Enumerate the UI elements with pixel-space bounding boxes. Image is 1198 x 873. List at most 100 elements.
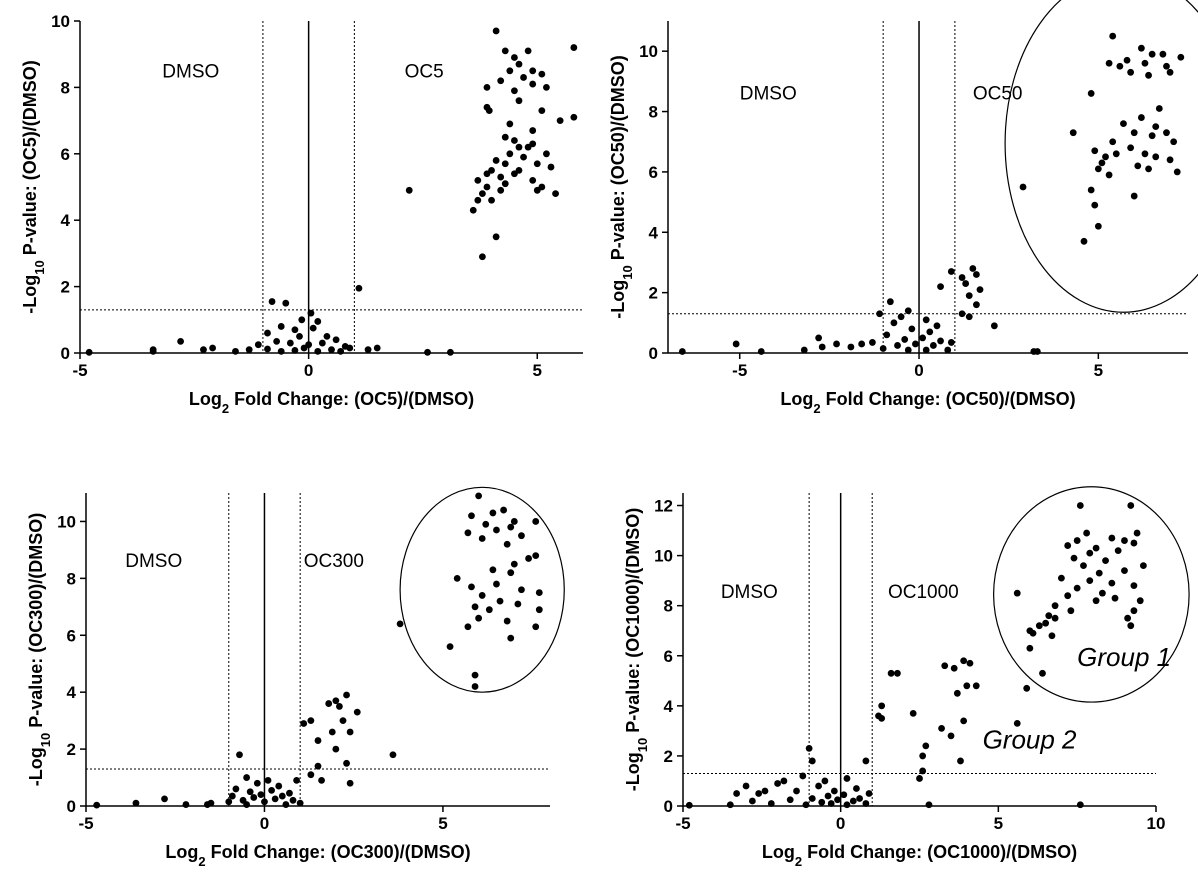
data-point <box>264 345 271 353</box>
data-point <box>1013 589 1021 597</box>
data-point <box>1058 574 1065 582</box>
data-point <box>748 797 756 805</box>
data-point <box>1091 201 1099 209</box>
y-axis-title-prefix: -Log <box>623 752 643 791</box>
data-point <box>865 790 873 797</box>
data-point <box>908 325 916 333</box>
y-tick-label: 0 <box>67 797 76 816</box>
data-point <box>485 107 493 115</box>
data-point <box>947 732 955 740</box>
data-point <box>161 795 168 803</box>
data-point <box>966 659 974 667</box>
data-point <box>543 84 550 91</box>
y-axis-title-suffix: P-value: (OC50)/(DMSO) <box>608 55 628 265</box>
data-point <box>922 316 930 324</box>
x-tick-label: -5 <box>732 361 747 380</box>
data-point <box>497 186 505 194</box>
x-axis-title-subscript: 2 <box>795 854 802 869</box>
data-point <box>228 792 236 800</box>
data-point <box>328 728 336 736</box>
data-point <box>862 800 870 807</box>
data-point <box>1013 719 1021 727</box>
data-point <box>389 751 397 759</box>
data-point <box>300 720 308 727</box>
data-point <box>511 54 518 61</box>
data-point <box>298 316 306 324</box>
data-point <box>314 347 322 355</box>
data-point <box>849 797 857 805</box>
x-axis-title: Log2 Fold Change: (OC1000)/(DMSO) <box>762 842 1077 869</box>
data-point <box>478 535 486 542</box>
data-point <box>474 196 482 204</box>
data-point <box>277 323 285 330</box>
data-point <box>1086 577 1094 585</box>
data-point <box>815 782 822 790</box>
data-point <box>958 310 966 318</box>
data-point <box>471 603 479 611</box>
data-point <box>973 301 980 309</box>
data-point <box>1177 53 1185 61</box>
data-point <box>853 785 860 792</box>
x-tick-label: 0 <box>260 814 269 833</box>
data-point <box>1080 237 1088 245</box>
data-point <box>818 343 826 351</box>
data-point <box>793 787 800 795</box>
data-point <box>922 742 930 750</box>
data-point <box>767 800 775 807</box>
x-tick-label: 5 <box>533 361 542 380</box>
data-point <box>85 348 93 356</box>
data-point <box>314 762 322 770</box>
data-point <box>396 620 404 628</box>
data-point <box>904 346 912 354</box>
data-point <box>289 796 297 804</box>
data-point <box>937 283 944 290</box>
data-point <box>1102 557 1109 565</box>
data-point <box>1070 554 1078 562</box>
x-tick-label: 5 <box>438 814 447 833</box>
y-tick-label: 2 <box>67 740 76 759</box>
region-label: DMSO <box>162 61 219 82</box>
data-point <box>1098 589 1106 597</box>
data-point <box>1141 150 1149 158</box>
y-axis-title-prefix: -Log <box>608 280 628 319</box>
y-axis-title: -Log10 P-value: (OC50)/(DMSO) <box>608 55 635 318</box>
data-point <box>1039 669 1046 677</box>
data-point <box>286 789 293 797</box>
data-point <box>332 697 340 705</box>
x-tick-label: -5 <box>72 361 87 380</box>
data-point <box>965 313 973 321</box>
data-point <box>507 569 515 577</box>
data-point <box>182 801 190 808</box>
data-point <box>1083 529 1091 537</box>
data-point <box>282 299 290 307</box>
data-point <box>277 347 285 355</box>
cluster-ellipse <box>993 486 1190 703</box>
data-point <box>883 331 891 339</box>
y-tick-label: 6 <box>664 647 673 666</box>
data-point <box>507 634 515 642</box>
data-point <box>518 532 525 540</box>
y-tick-label: 4 <box>664 697 674 716</box>
data-point <box>489 566 497 574</box>
data-point <box>901 336 909 343</box>
y-tick-label: 8 <box>664 597 673 616</box>
data-point <box>515 97 523 105</box>
data-point <box>296 333 303 340</box>
data-point <box>314 737 322 744</box>
data-point <box>973 271 980 278</box>
data-point <box>500 506 507 514</box>
y-tick-label: 4 <box>649 223 659 242</box>
data-point <box>346 779 354 787</box>
data-point <box>808 757 816 765</box>
data-point <box>1114 547 1122 554</box>
data-point <box>802 801 810 809</box>
data-point <box>209 344 217 352</box>
data-point <box>483 84 491 91</box>
x-axis-title-prefix: Log <box>762 842 795 862</box>
data-point <box>346 728 354 736</box>
data-point <box>246 788 254 796</box>
